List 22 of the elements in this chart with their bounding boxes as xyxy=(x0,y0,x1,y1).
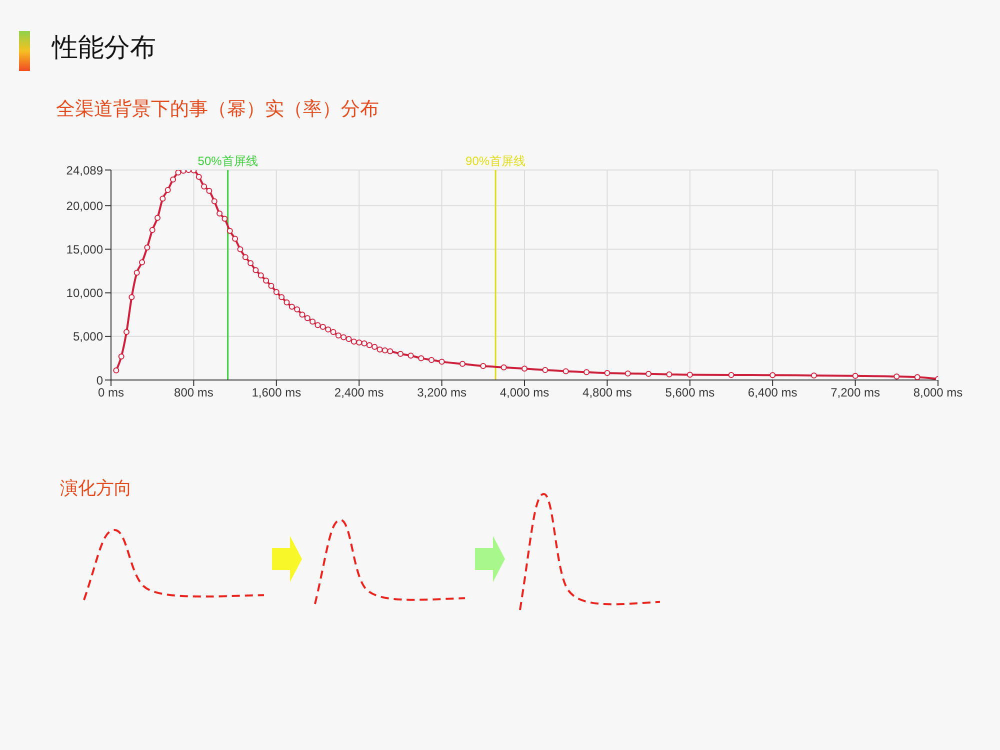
x-tick-label: 5,600 ms xyxy=(665,386,715,400)
y-tick-label: 0 xyxy=(96,373,104,388)
chart-subtitle: 全渠道背景下的事（幂）实（率）分布 xyxy=(56,98,379,122)
y-tick-label: 5,000 xyxy=(72,330,104,344)
x-tick-label: 800 ms xyxy=(174,386,214,400)
x-tick-label: 3,200 ms xyxy=(417,386,466,400)
y-tick-label: 15,000 xyxy=(66,242,104,256)
text: 演化方向 xyxy=(60,477,132,500)
x-tick-label: 1,600 ms xyxy=(252,386,302,400)
y-tick-label: 10,000 xyxy=(66,286,104,300)
y-tick-label: 20,000 xyxy=(66,198,104,213)
x-tick-label: 4,000 ms xyxy=(500,386,550,400)
y-tick-label: 24,089 xyxy=(66,163,104,178)
x-tick-label: 2,400 ms xyxy=(334,386,384,400)
x-tick-label: 7,200 ms xyxy=(830,386,880,400)
x-tick-label: 4,800 ms xyxy=(582,386,632,400)
ref-line-label: 50%首屏线 xyxy=(198,154,258,168)
ref-line-label: 90%首屏线 xyxy=(466,154,526,168)
chart-title: 性能分布 xyxy=(52,31,156,64)
x-tick-label: 0 ms xyxy=(98,386,124,400)
x-tick-label: 6,400 ms xyxy=(748,386,798,400)
x-tick-label: 8,000 ms xyxy=(913,386,963,400)
